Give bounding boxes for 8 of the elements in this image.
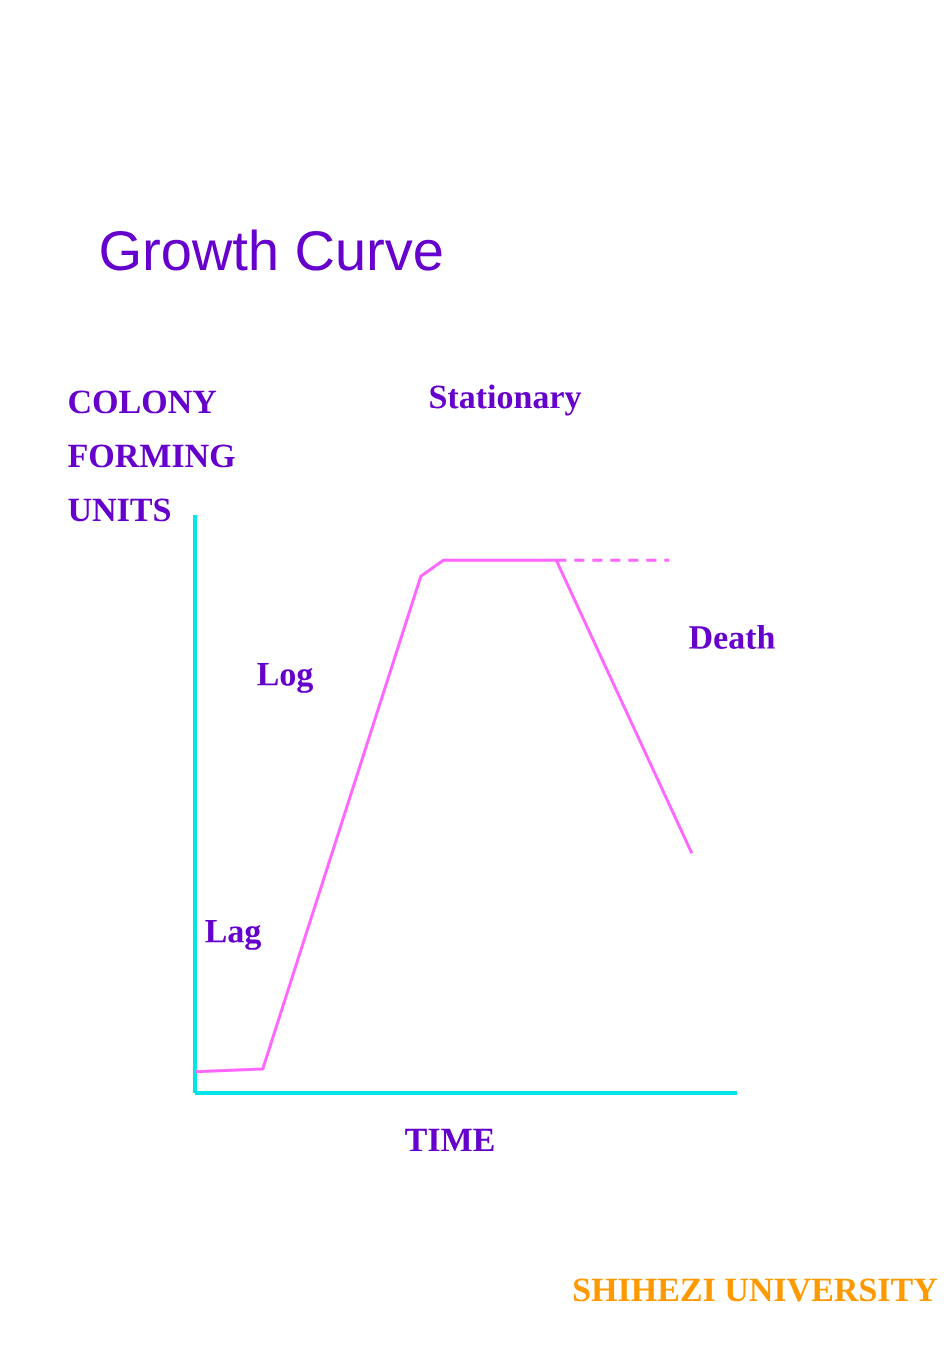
annotation: Lag (205, 920, 262, 950)
text: SHIHEZI UNIVERSITY (574, 1278, 938, 1302)
chart-title: Growth Curve (101, 229, 442, 271)
annotation: Log (257, 663, 314, 693)
y-axis-title: COLONY FORMING UNITS (68, 390, 235, 522)
annotation: Death (689, 625, 775, 649)
text: Stationary (430, 384, 582, 416)
x-axis-title: TIME (405, 1128, 494, 1152)
